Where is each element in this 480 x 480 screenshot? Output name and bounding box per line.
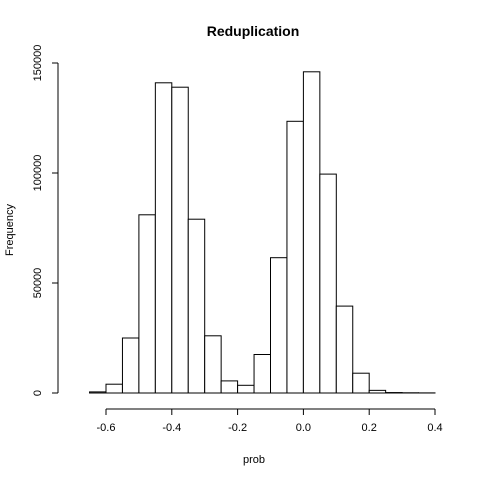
histogram-bar [270,257,288,394]
x-axis: -0.6 -0.4 -0.2 0.0 0.2 0.4 [97,408,443,434]
histogram-bar [335,305,354,394]
histogram-bar [220,380,239,394]
x-tick-label: 0.0 [296,422,311,434]
histogram-bar [368,389,387,394]
histogram-bar [204,335,222,394]
x-tick-label: -0.2 [228,422,247,434]
histogram-bar [352,372,370,394]
histogram-bar [302,71,321,394]
histogram-bar [89,391,107,394]
x-tick-label: -0.6 [97,422,116,434]
histogram-bar [154,82,173,394]
histogram-bar [171,86,189,394]
x-tick-label: 0.2 [362,422,377,434]
histogram-bar [138,214,156,394]
x-tick-label: -0.4 [162,422,181,434]
y-axis: 0 50000 100000 150000 [32,45,59,396]
histogram-bar [105,383,123,394]
y-tick-label: 100000 [32,155,44,192]
histogram-bar [253,354,272,394]
y-tick-label: 50000 [32,268,44,299]
histogram-bar [121,337,140,394]
x-axis-label: prob [243,454,265,466]
histogram-bar [319,173,337,394]
y-tick-label: 0 [32,390,44,396]
y-axis-label: Frequency [4,204,16,256]
chart-title: Reduplication [207,23,300,39]
y-tick-label: 150000 [32,45,44,82]
histogram-bar [187,218,206,394]
histogram-bar [237,384,255,394]
histogram-bar [286,120,304,394]
x-tick-label: 0.4 [427,422,442,434]
histogram-bars [89,71,436,394]
